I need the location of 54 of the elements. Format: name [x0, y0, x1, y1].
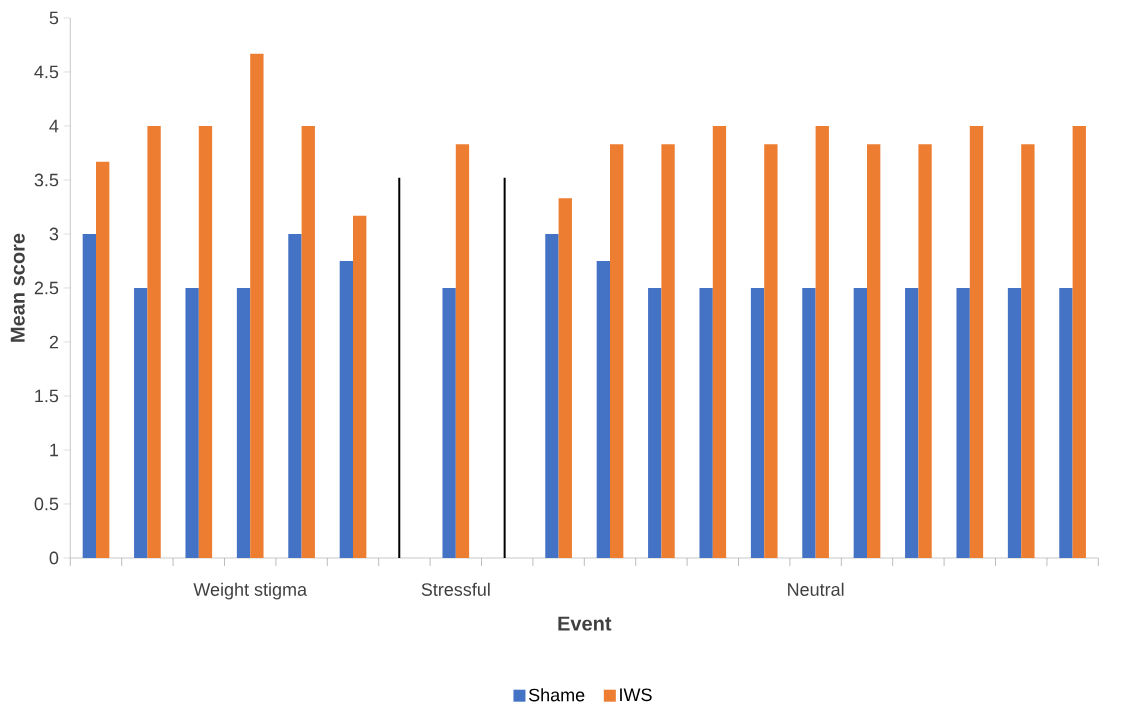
x-tick-label: Stressful: [421, 582, 490, 596]
bar: [82, 233, 97, 558]
bar: [134, 287, 148, 558]
bar: [867, 144, 881, 558]
bar: [661, 144, 675, 558]
y-tick-label: 1: [50, 443, 59, 457]
y-tick-label: 3: [49, 227, 59, 241]
bar: [956, 287, 970, 558]
bar: [610, 144, 624, 558]
bar: [815, 125, 829, 558]
y-tick-label: 0: [49, 551, 59, 565]
y-tick-label: 0.5: [34, 497, 59, 511]
bar: [648, 287, 662, 558]
y-tick-label: 4.5: [34, 65, 59, 79]
y-axis-title: Mean score: [10, 233, 25, 342]
y-tick-label: 2: [49, 335, 59, 349]
bar: [1072, 125, 1086, 558]
bar: [96, 161, 110, 558]
bar: [301, 125, 315, 558]
bar: [1059, 287, 1073, 558]
bar: [905, 287, 919, 558]
bar: [250, 53, 264, 558]
bar: [802, 287, 816, 558]
bar: [1021, 144, 1035, 558]
x-tick-label: Neutral: [788, 582, 844, 596]
legend-label: IWS: [620, 688, 652, 702]
y-tick-label: 1.5: [35, 389, 59, 403]
bar: [699, 287, 713, 558]
bar: [288, 233, 302, 558]
x-tick-label: Weight stigma: [193, 582, 308, 600]
bar: [750, 287, 765, 558]
bar: [918, 144, 932, 558]
bar: [596, 260, 610, 558]
y-tick-label: 2.5: [34, 281, 59, 295]
bar: [455, 144, 470, 558]
bar: [236, 287, 251, 558]
y-tick-label: 5: [49, 11, 59, 25]
y-tick-label: 3.5: [34, 173, 59, 187]
bar: [353, 215, 367, 558]
bar: [147, 125, 161, 558]
bar: [558, 198, 572, 558]
bar: [545, 233, 559, 558]
bar: [712, 125, 727, 558]
bar: [198, 125, 213, 558]
bar: [764, 144, 778, 558]
x-axis-title: Event: [558, 616, 612, 631]
bar: [339, 260, 354, 558]
bar: [1007, 287, 1022, 558]
bar: [185, 287, 199, 558]
bar: [442, 287, 456, 558]
y-tick-label: 4: [49, 119, 59, 133]
bar: [969, 125, 984, 558]
bar: [853, 287, 868, 558]
legend-label: Shame: [528, 688, 585, 702]
